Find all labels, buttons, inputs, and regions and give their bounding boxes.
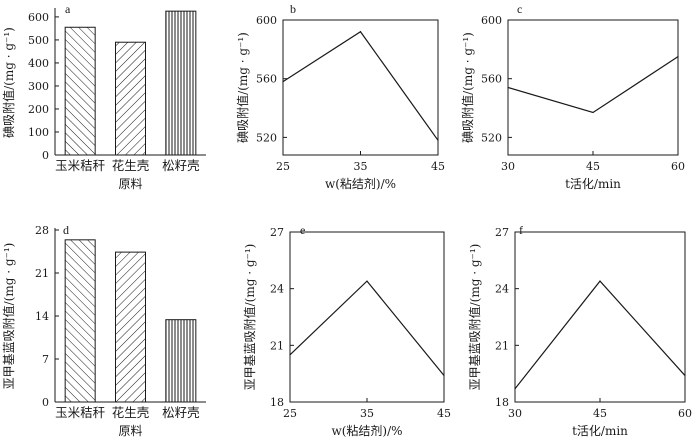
x-axis-label: w(粘结剂)/% — [325, 176, 396, 191]
series-line — [282, 30, 439, 141]
y-tick-label: 0 — [42, 149, 49, 162]
plot-frame — [289, 231, 445, 403]
data-point — [443, 374, 445, 377]
y-axis-label: 亚甲基蓝吸附值/(mg · g⁻¹) — [467, 244, 482, 391]
plot-frame — [282, 19, 439, 156]
y-tick-label: 100 — [28, 126, 49, 139]
bar-3 — [165, 319, 197, 403]
panel-label: a — [65, 2, 71, 16]
x-tick-label: 30 — [501, 160, 515, 173]
y-tick-label: 24 — [270, 283, 284, 296]
plot-frame — [507, 19, 679, 156]
y-tick-label: 28 — [35, 224, 49, 237]
panel-label: d — [63, 223, 69, 237]
y-tick-label: 600 — [28, 11, 49, 24]
x-axis-label: 原料 — [118, 177, 142, 191]
x-tick-label: 45 — [437, 407, 451, 420]
panel-label: b — [290, 2, 296, 16]
panel-e: e 18 21 24 27 亚甲基蓝吸附值/(mg · g⁻¹) w(粘结剂)/% 25 35 4… — [242, 223, 451, 438]
x-tick-label: 25 — [276, 160, 290, 173]
data-point — [684, 374, 686, 377]
data-point — [592, 111, 594, 114]
category-label: 花生壳 — [112, 405, 150, 420]
y-tick-label: 200 — [28, 103, 49, 116]
panel-a: a 0 100 200 300 400 500 600 碘吸附值/(mg · g⁻¹) 原料玉米秸… — [1, 2, 206, 191]
y-tick-label: 24 — [495, 283, 509, 296]
x-tick-label: 35 — [360, 407, 374, 420]
data-point — [599, 280, 601, 282]
data-point — [437, 139, 439, 141]
category-label: 玉米秸秆 — [55, 405, 105, 420]
y-tick-label: 520 — [256, 131, 277, 144]
x-axis-label: t活化/min — [572, 424, 628, 438]
y-tick-label: 18 — [270, 396, 284, 409]
y-tick-label: 18 — [495, 396, 509, 409]
bar-2 — [115, 41, 146, 156]
y-tick-label: 21 — [35, 267, 49, 280]
y-axis-label: 碘吸附值/(mg · g⁻¹) — [235, 32, 250, 143]
panel-label: f — [519, 223, 523, 237]
data-point — [514, 388, 516, 390]
y-axis-label: 碘吸附值/(mg · g⁻¹) — [460, 32, 475, 143]
series-line — [514, 280, 686, 390]
y-tick-label: 500 — [28, 34, 49, 47]
data-point — [366, 280, 368, 282]
x-tick-label: 30 — [508, 407, 522, 420]
x-tick-label: 45 — [593, 407, 607, 420]
series-line — [289, 280, 445, 376]
y-tick-label: 400 — [28, 57, 49, 70]
plot-frame — [514, 231, 686, 403]
x-axis-label: w(粘结剂)/% — [331, 423, 402, 438]
data-point — [359, 31, 362, 33]
y-tick-label: 600 — [256, 14, 277, 27]
y-tick-label: 300 — [28, 80, 49, 93]
panel-label: c — [517, 2, 522, 16]
data-point — [507, 86, 509, 89]
y-tick-label: 0 — [42, 396, 49, 409]
panel-c: c 520 560 600 碘吸附值/(mg · g⁻¹) t活化/min 30 45 60 — [460, 2, 685, 191]
y-axis-label: 亚甲基蓝吸附值/(mg · g⁻¹) — [242, 244, 257, 391]
panel-f: f 18 21 24 27 亚甲基蓝吸附值/(mg · g⁻¹) t活化/min 30 45 60 — [467, 223, 692, 438]
bar-1 — [64, 239, 96, 403]
x-axis-label: 原料 — [118, 424, 142, 438]
y-tick-label: 560 — [256, 73, 277, 86]
x-tick-label: 60 — [678, 407, 692, 420]
y-tick-label: 21 — [495, 339, 509, 352]
y-tick-label: 560 — [481, 73, 502, 86]
x-tick-label: 35 — [354, 160, 368, 173]
y-tick-label: 21 — [270, 339, 284, 352]
y-tick-label: 27 — [495, 226, 509, 239]
y-tick-label: 600 — [481, 14, 502, 27]
x-tick-label: 60 — [671, 160, 685, 173]
x-tick-label: 25 — [283, 407, 297, 420]
panel-label: e — [300, 223, 305, 237]
category-label: 花生壳 — [112, 158, 150, 173]
data-point — [677, 56, 679, 58]
bar-1 — [64, 26, 96, 156]
series-line — [507, 56, 679, 114]
y-tick-label: 520 — [481, 131, 502, 144]
category-label: 松籽壳 — [162, 158, 200, 173]
y-tick-label: 7 — [42, 353, 49, 366]
data-point — [282, 81, 284, 83]
data-point — [289, 354, 291, 356]
category-label: 玉米秸秆 — [55, 158, 105, 173]
x-tick-label: 45 — [586, 160, 600, 173]
y-axis-label: 碘吸附值/(mg · g⁻¹) — [1, 27, 16, 138]
y-tick-label: 14 — [35, 310, 49, 323]
x-tick-label: 45 — [431, 160, 445, 173]
y-axis-label: 亚甲基蓝吸附值/(mg · g⁻¹) — [1, 243, 16, 390]
x-axis-label: t活化/min — [565, 177, 621, 191]
category-label: 松籽壳 — [162, 405, 200, 420]
panel-b: b 520 560 600 碘吸附值/(mg · g⁻¹) w(粘结剂)/% 25 35 45 — [235, 2, 445, 191]
y-tick-label: 27 — [270, 226, 284, 239]
bar-2 — [115, 251, 146, 403]
bar-3 — [165, 10, 197, 156]
